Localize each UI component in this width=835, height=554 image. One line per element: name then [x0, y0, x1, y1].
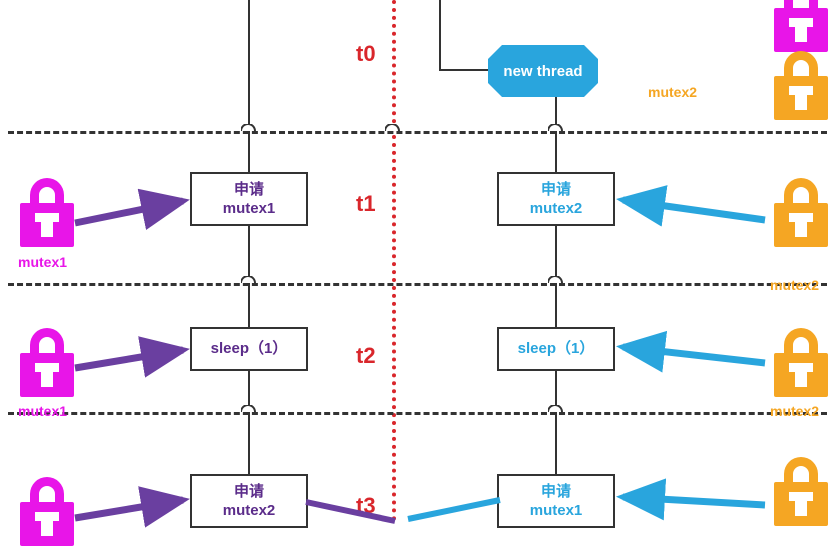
node-line1: 申请	[541, 482, 571, 502]
left-node-mutex1: 申请 mutex1	[190, 172, 308, 226]
right-node-mutex1: 申请 mutex1	[497, 474, 615, 528]
new-thread-node: new thread	[488, 45, 598, 97]
right-node-sleep: sleep（1）	[497, 327, 615, 371]
jump-arc	[548, 405, 564, 419]
right-node-mutex2: 申请 mutex2	[497, 172, 615, 226]
arrow-icon	[615, 192, 775, 232]
dash-row	[8, 283, 827, 286]
node-line2: mutex1	[223, 199, 276, 219]
lock-label: mutex2	[770, 277, 819, 293]
right-connector	[555, 371, 557, 474]
time-label-t2: t2	[356, 343, 376, 369]
node-line1: 申请	[541, 180, 571, 200]
newthread-label: new thread	[503, 63, 582, 80]
left-node-mutex2: 申请 mutex2	[190, 474, 308, 528]
lock-label: mutex2	[770, 403, 819, 419]
lock-icon	[762, 38, 835, 128]
arrow-icon	[615, 485, 775, 525]
node-line2: mutex1	[530, 501, 583, 521]
arrow-icon	[615, 335, 775, 375]
cross-line-blue	[400, 498, 510, 528]
left-node-sleep: sleep（1）	[190, 327, 308, 371]
node-line1: sleep（1）	[211, 339, 288, 359]
node-line1: 申请	[234, 180, 264, 200]
dash-row	[8, 131, 827, 134]
jump-arc	[385, 124, 401, 138]
jump-arc	[548, 124, 564, 138]
node-line2: mutex2	[223, 501, 276, 521]
node-line1: sleep（1）	[518, 339, 595, 359]
jump-arc	[548, 276, 564, 290]
arrow-icon	[75, 195, 205, 235]
lock-label: mutex1	[18, 254, 67, 270]
jump-arc	[241, 124, 257, 138]
node-line1: 申请	[234, 482, 264, 502]
lock-label: mutex2	[648, 84, 697, 100]
dash-row	[8, 412, 827, 415]
node-line2: mutex2	[530, 199, 583, 219]
jump-arc	[241, 276, 257, 290]
cross-line-purple	[300, 500, 410, 530]
time-label-t1: t1	[356, 191, 376, 217]
arrow-icon	[75, 490, 205, 530]
arrow-icon	[75, 340, 205, 380]
left-connector	[248, 371, 250, 474]
jump-arc	[241, 405, 257, 419]
lock-label: mutex1	[18, 403, 67, 419]
